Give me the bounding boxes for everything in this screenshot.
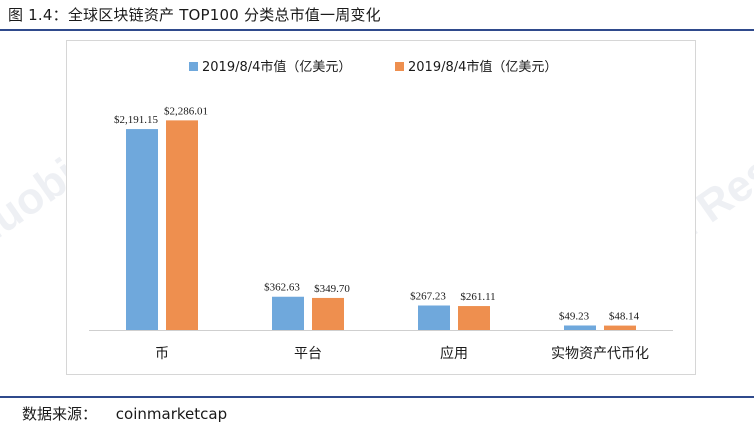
source-line: 数据来源： coinmarketcap [22,403,227,424]
data-label-2-2: $349.70 [314,283,350,295]
data-label-1-3: $267.23 [410,290,446,302]
source-label: 数据来源： [22,405,98,423]
bar-1-3 [418,305,450,330]
category-label-3: 应用 [440,345,468,362]
title-rule [0,29,754,31]
data-label-2-4: $48.14 [609,311,640,323]
bar-2-3 [458,306,490,330]
data-label-1-2: $362.63 [264,282,300,294]
bar-1-1 [126,129,158,330]
data-label-1-1: $2,191.15 [114,114,159,126]
figure-title: 图 1.4：全球区块链资产 TOP100 分类总市值一周变化 [8,6,381,24]
bar-2-1 [166,120,198,330]
bar-2-4 [604,325,636,330]
bar-1-4 [564,325,596,330]
category-label-4: 实物资产代币化 [551,346,649,362]
bar-1-2 [272,296,304,330]
legend-label-2: 2019/8/4市值（亿美元） [408,59,557,75]
bar-chart: 2019/8/4市值（亿美元） 2019/8/4市值（亿美元） $2,191.15 $… [89,59,673,362]
source-rule [0,396,754,398]
chart-area: 2019/8/4市值（亿美元） 2019/8/4市值（亿美元） $2,191.15 $… [66,40,696,375]
category-label-2: 平台 [294,346,322,362]
data-label-2-1: $2,286.01 [164,105,208,117]
legend-label-1: 2019/8/4市值（亿美元） [202,59,351,75]
legend-swatch-2 [395,62,404,71]
source-value: coinmarketcap [115,405,228,423]
bar-2-2 [312,297,344,330]
category-label-1: 币 [155,346,169,362]
data-label-1-4: $49.23 [559,310,590,322]
data-label-2-3: $261.11 [460,291,495,303]
legend-swatch-1 [189,62,198,71]
